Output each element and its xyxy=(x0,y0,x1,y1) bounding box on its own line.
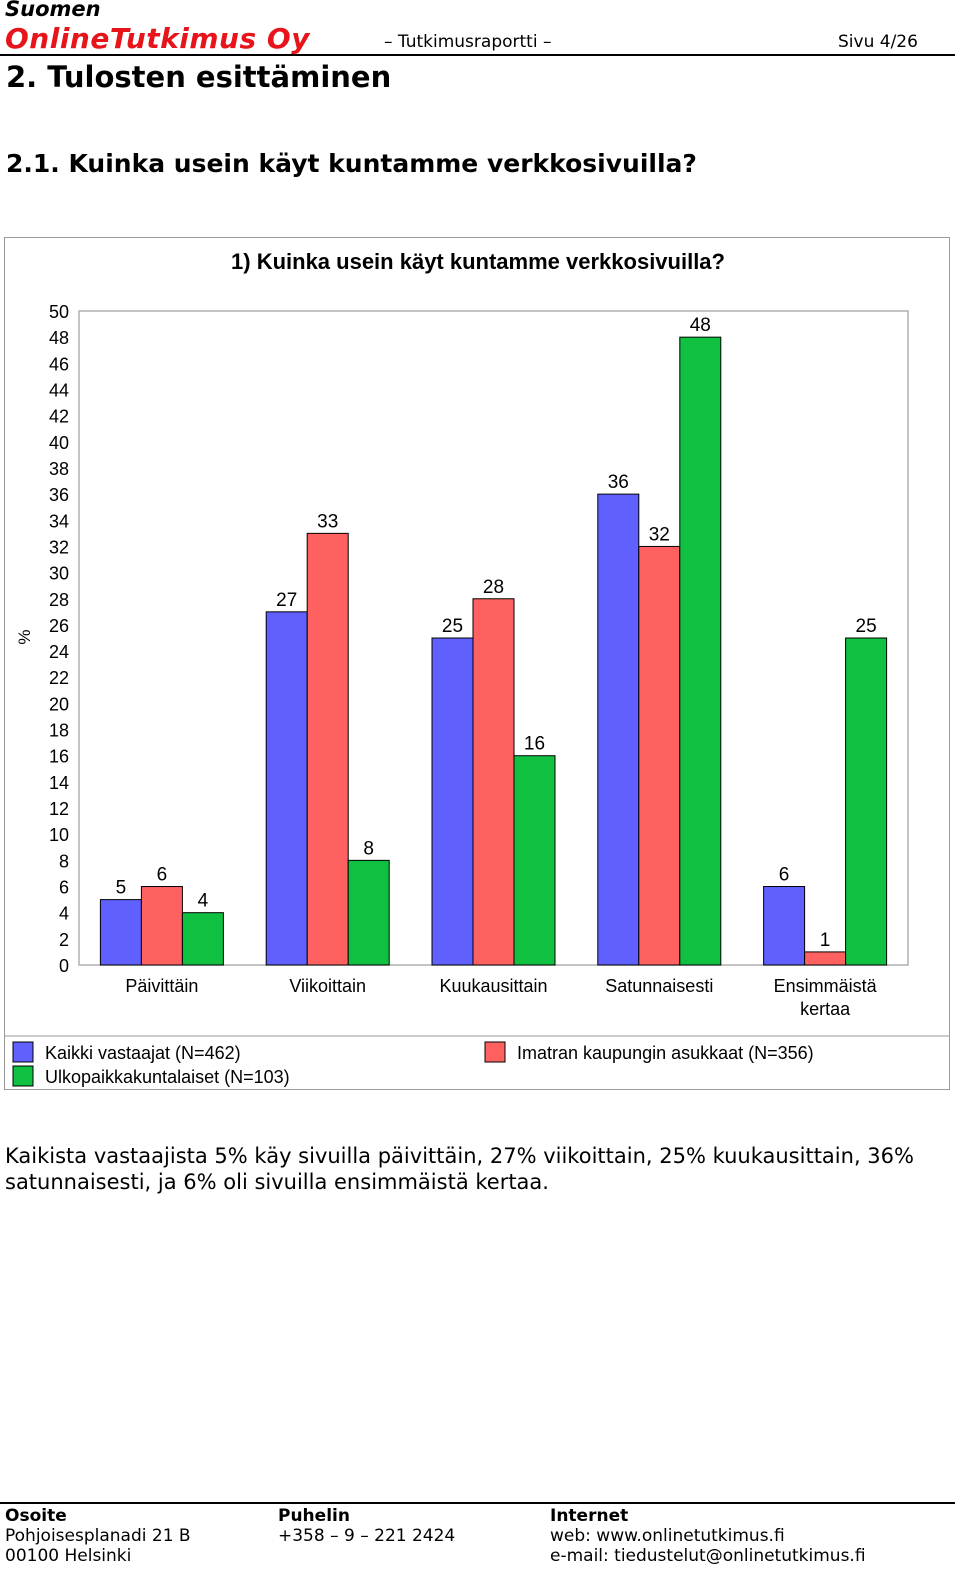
legend-label: Kaikki vastaajat (N=462) xyxy=(45,1043,241,1063)
bar-value-label: 25 xyxy=(856,616,877,637)
bar-value-label: 5 xyxy=(116,878,127,899)
y-tick-label: 34 xyxy=(49,511,69,531)
footer-internet-heading: Internet xyxy=(550,1506,629,1526)
bar-value-label: 25 xyxy=(442,616,463,637)
summary-paragraph: Kaikista vastaajista 5% käy sivuilla päi… xyxy=(5,1144,914,1194)
footer-phone-heading: Puhelin xyxy=(278,1506,350,1526)
bar xyxy=(431,637,474,966)
bar-value-label: 1 xyxy=(820,930,831,951)
y-tick-label: 28 xyxy=(49,590,69,610)
bar-value-label: 4 xyxy=(198,891,209,912)
footer-address-heading: Osoite xyxy=(5,1506,67,1526)
bar-value-label: 16 xyxy=(524,734,545,755)
legend-label: Ulkopaikkakuntalaiset (N=103) xyxy=(45,1067,290,1087)
y-tick-label: 24 xyxy=(49,642,69,662)
bar-value-label: 27 xyxy=(276,590,297,611)
y-tick-label: 16 xyxy=(49,747,69,767)
legend-swatch xyxy=(12,1065,34,1087)
x-tick-label: Satunnaisesti xyxy=(605,976,713,996)
y-tick-label: 2 xyxy=(59,930,69,950)
bar xyxy=(347,859,390,966)
footer-internet: Internet web: www.onlinetutkimus.fi e-ma… xyxy=(550,1506,866,1566)
bar-value-label: 8 xyxy=(363,838,374,859)
bar-value-label: 33 xyxy=(317,511,338,532)
y-tick-label: 8 xyxy=(59,851,69,871)
y-tick-label: 30 xyxy=(49,564,69,584)
bar-value-label: 48 xyxy=(690,315,711,336)
bar xyxy=(306,532,349,966)
bar xyxy=(763,886,806,966)
footer-phone-number: +358 – 9 – 221 2424 xyxy=(278,1526,456,1546)
bar xyxy=(679,336,722,966)
y-tick-label: 18 xyxy=(49,721,69,741)
y-axis-label: % xyxy=(15,629,34,644)
bar xyxy=(265,611,308,966)
bar-value-label: 28 xyxy=(483,577,504,598)
x-tick-label: Viikoittain xyxy=(289,976,366,996)
bar-value-label: 6 xyxy=(779,865,790,886)
bar-value-label: 32 xyxy=(649,524,670,545)
bar xyxy=(140,886,183,966)
bar xyxy=(597,493,640,966)
y-tick-label: 12 xyxy=(49,799,69,819)
y-tick-label: 36 xyxy=(49,485,69,505)
bar xyxy=(638,545,681,966)
bar xyxy=(472,598,515,966)
brand-name-line1: Suomen xyxy=(5,0,101,21)
y-tick-label: 48 xyxy=(49,328,69,348)
y-tick-label: 20 xyxy=(49,694,69,714)
question-title: 2.1. Kuinka usein käyt kuntamme verkkosi… xyxy=(6,149,697,178)
footer-web-link[interactable]: web: www.onlinetutkimus.fi xyxy=(550,1526,785,1546)
y-tick-label: 14 xyxy=(49,773,69,793)
y-tick-label: 10 xyxy=(49,825,69,845)
footer-address: Osoite Pohjoisesplanadi 21 B 00100 Helsi… xyxy=(5,1506,191,1566)
chart-frame: 1) Kuinka usein käyt kuntamme verkkosivu… xyxy=(4,237,950,1090)
y-tick-label: 50 xyxy=(49,302,69,322)
y-tick-label: 46 xyxy=(49,354,69,374)
y-tick-label: 0 xyxy=(59,956,69,976)
bar xyxy=(804,951,847,966)
footer-phone: Puhelin +358 – 9 – 221 2424 xyxy=(278,1506,455,1546)
bar xyxy=(845,637,888,966)
footer-address-city: 00100 Helsinki xyxy=(5,1546,132,1566)
y-tick-label: 32 xyxy=(49,537,69,557)
y-tick-label: 26 xyxy=(49,616,69,636)
footer-address-street: Pohjoisesplanadi 21 B xyxy=(5,1526,191,1546)
header-divider xyxy=(0,54,955,56)
bar-value-label: 36 xyxy=(608,472,629,493)
y-tick-label: 38 xyxy=(49,459,69,479)
legend-swatch xyxy=(12,1041,34,1063)
bar xyxy=(99,899,142,966)
bar-value-label: 6 xyxy=(157,865,168,886)
y-tick-label: 22 xyxy=(49,668,69,688)
y-tick-label: 40 xyxy=(49,433,69,453)
bar-chart: 1) Kuinka usein käyt kuntamme verkkosivu… xyxy=(5,249,949,1087)
footer-divider xyxy=(0,1502,955,1504)
bar xyxy=(513,755,556,966)
y-tick-label: 42 xyxy=(49,407,69,427)
bar xyxy=(181,912,224,966)
page-number: Sivu 4/26 xyxy=(838,32,918,52)
x-tick-label: Päivittäin xyxy=(125,976,198,996)
x-tick-label: Ensimmäistä xyxy=(774,976,878,996)
y-tick-label: 44 xyxy=(49,380,69,400)
footer-email-link[interactable]: e-mail: tiedustelut@onlinetutkimus.fi xyxy=(550,1546,866,1566)
chart-title: 1) Kuinka usein käyt kuntamme verkkosivu… xyxy=(231,249,725,274)
brand-name-line2: OnlineTutkimus Oy xyxy=(5,22,310,55)
y-tick-label: 6 xyxy=(59,878,69,898)
section-title: 2. Tulosten esittäminen xyxy=(6,60,392,94)
legend-label: Imatran kaupungin asukkaat (N=356) xyxy=(517,1043,814,1063)
y-tick-label: 4 xyxy=(59,904,69,924)
document-type: – Tutkimusraportti – xyxy=(384,32,552,52)
x-tick-label: Kuukausittain xyxy=(439,976,547,996)
x-tick-label: kertaa xyxy=(800,999,851,1019)
legend-swatch xyxy=(484,1041,506,1063)
